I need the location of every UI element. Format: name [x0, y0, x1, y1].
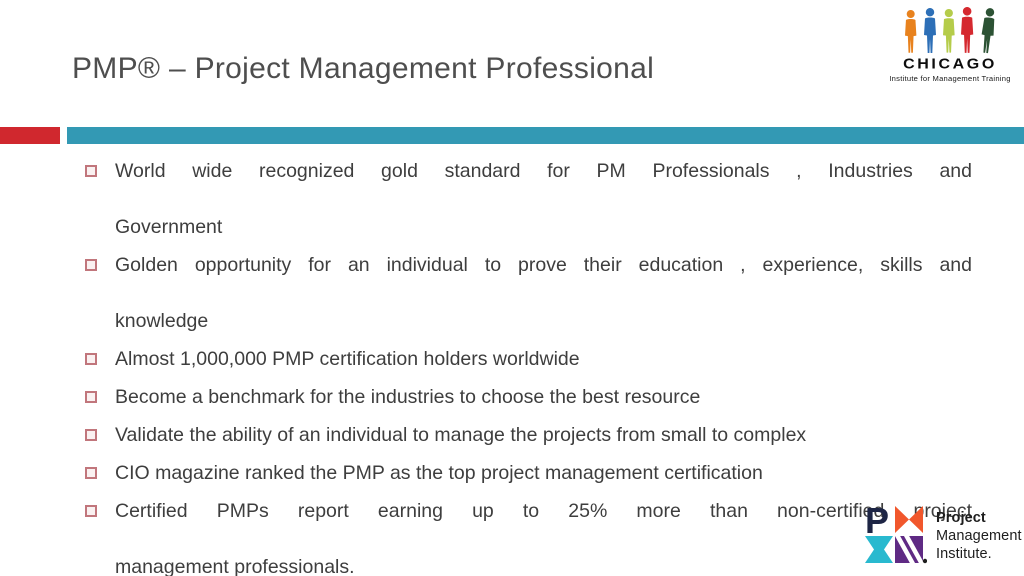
bullet-text: knowledge: [115, 310, 209, 332]
pmi-mark-icon: P: [865, 506, 927, 564]
bullet-text: CIO magazine ranked the PMP as the top p…: [115, 462, 763, 484]
pmi-logo: P Project Management Institute.: [865, 506, 1022, 564]
bullet-text: Certified PMPs report earning up to 25% …: [115, 500, 972, 522]
bullet-square-icon: [85, 353, 97, 365]
chicago-logo: CHICAGO Institute for Management Trainin…: [884, 6, 1016, 83]
chicago-people-icon: [905, 7, 995, 54]
bullet-text: management professionals.: [115, 556, 355, 576]
divider-teal-bar: [67, 127, 1024, 144]
bullet-item: World wide recognized gold standard for …: [84, 157, 972, 241]
bullet-item: CIO magazine ranked the PMP as the top p…: [84, 459, 972, 487]
bullet-item: Certified PMPs report earning up to 25% …: [84, 497, 972, 576]
bullet-text: Government: [115, 216, 223, 238]
bullet-text: Validate the ability of an individual to…: [115, 424, 807, 446]
bullet-square-icon: [85, 391, 97, 403]
bullet-list: World wide recognized gold standard for …: [84, 157, 972, 576]
chicago-tagline: Institute for Management Training: [889, 74, 1011, 83]
svg-text:P: P: [865, 506, 889, 541]
bullet-square-icon: [85, 429, 97, 441]
bullet-square-icon: [85, 165, 97, 177]
pmi-wordmark: Project Management Institute.: [936, 506, 1022, 563]
bullet-square-icon: [85, 505, 97, 517]
bullet-item: Almost 1,000,000 PMP certification holde…: [84, 345, 972, 373]
bullet-text: Become a benchmark for the industries to…: [115, 386, 701, 408]
pmi-wordmark-line: Institute.: [936, 546, 992, 562]
bullet-item: Golden opportunity for an individual to …: [84, 251, 972, 335]
divider-red-bar: [0, 127, 60, 144]
chicago-wordmark: CHICAGO: [903, 56, 997, 73]
pmi-wordmark-line: Management: [936, 528, 1022, 544]
bullet-item: Validate the ability of an individual to…: [84, 421, 972, 449]
bullet-text: Golden opportunity for an individual to …: [115, 254, 972, 276]
slide-title: PMP® – Project Management Professional: [72, 52, 655, 85]
bullet-text: World wide recognized gold standard for …: [115, 160, 972, 182]
bullet-square-icon: [85, 259, 97, 271]
bullet-square-icon: [85, 467, 97, 479]
pmi-wordmark-line: Project: [936, 510, 986, 526]
bullet-text: Almost 1,000,000 PMP certification holde…: [115, 348, 580, 370]
bullet-item: Become a benchmark for the industries to…: [84, 383, 972, 411]
